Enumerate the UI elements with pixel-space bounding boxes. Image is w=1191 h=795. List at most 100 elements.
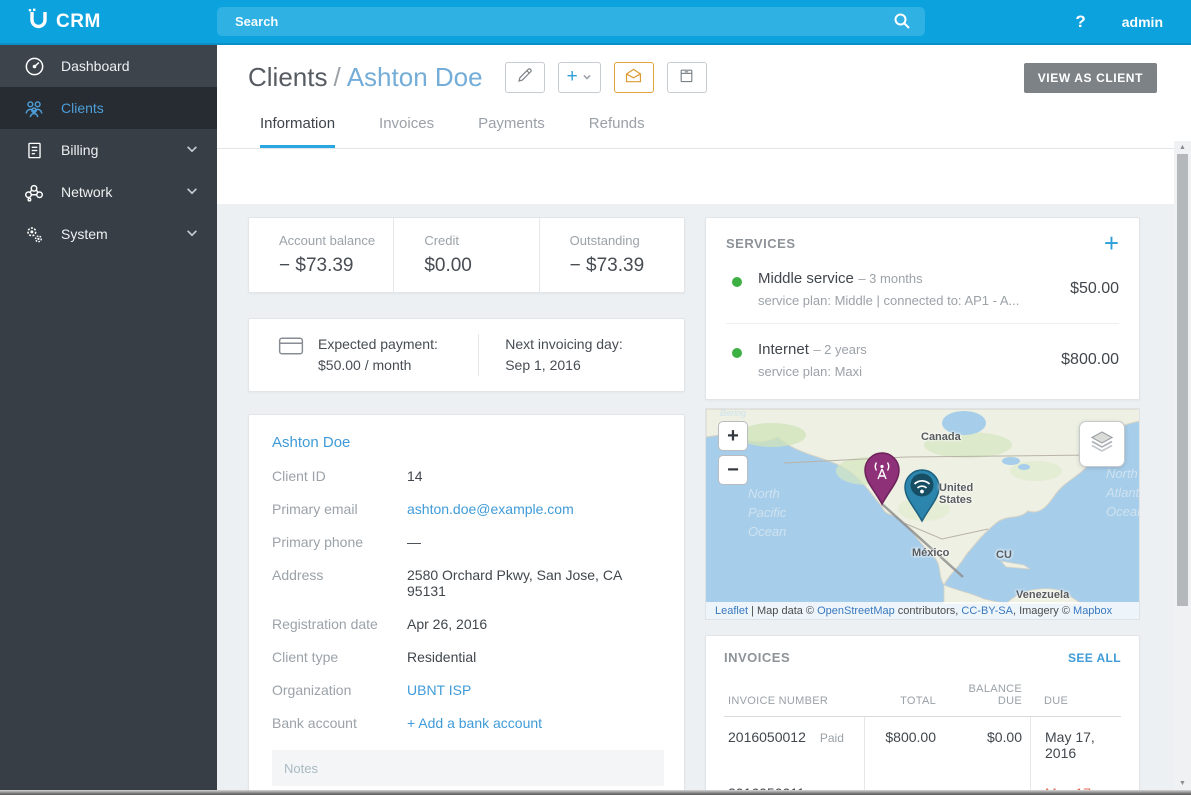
detail-value: Apr 26, 2016 xyxy=(407,616,488,632)
sidebar-item-dashboard[interactable]: Dashboard xyxy=(0,45,217,87)
invoice-total-cell: $800.00 xyxy=(864,717,944,773)
detail-row-client-id: Client ID 14 xyxy=(272,468,664,484)
search-bar xyxy=(217,7,925,36)
osm-link[interactable]: OpenStreetMap xyxy=(817,604,895,617)
sidebar-item-billing[interactable]: Billing xyxy=(0,129,217,171)
detail-label: Client ID xyxy=(272,468,326,484)
caret-down-icon xyxy=(582,69,592,87)
sidebar-item-label: Network xyxy=(61,184,113,200)
client-name-link[interactable]: Ashton Doe xyxy=(272,434,351,451)
map-attribution: Leaflet | Map data © OpenStreetMap contr… xyxy=(706,602,1139,619)
invoice-row-number: 2016050011 Unpaid xyxy=(724,773,864,790)
expected-payment-label: Expected payment: xyxy=(318,336,438,352)
client-location-map[interactable]: Bering Canada North Pacific Ocean United… xyxy=(705,408,1140,620)
map-zoom-in-button[interactable]: + xyxy=(718,421,748,451)
service-row-internet[interactable]: Internet – 2 years service plan: Maxi $8… xyxy=(726,323,1119,394)
add-new-dropdown-button[interactable]: + xyxy=(557,62,601,93)
service-name[interactable]: Internet xyxy=(758,341,809,358)
invoices-header: INVOICES SEE ALL xyxy=(724,650,1121,665)
invoices-table: INVOICE NUMBER TOTAL BALANCE DUE DUE 201… xyxy=(724,679,1121,790)
attribution-text: contributors, xyxy=(894,604,962,617)
archive-client-button[interactable] xyxy=(666,62,707,93)
mapbox-link[interactable]: Mapbox xyxy=(1073,604,1113,617)
detail-row-organization: Organization UBNT ISP xyxy=(272,682,664,698)
service-detail: service plan: Maxi xyxy=(758,364,863,379)
detail-value: Residential xyxy=(407,649,477,665)
brand-text: CRM xyxy=(56,10,101,32)
help-icon[interactable]: ? xyxy=(1075,11,1086,31)
view-as-client-button[interactable]: VIEW AS CLIENT xyxy=(1023,62,1157,93)
map-layers-button[interactable] xyxy=(1079,421,1125,467)
detail-label: Bank account xyxy=(272,715,357,731)
next-invoicing-block: Next invoicing day: Sep 1, 2016 xyxy=(478,334,684,376)
send-email-button[interactable] xyxy=(613,62,654,93)
search-input[interactable] xyxy=(217,7,925,36)
services-title: SERVICES xyxy=(726,235,796,251)
organization-link[interactable]: UBNT ISP xyxy=(407,682,472,698)
tab-invoices[interactable]: Invoices xyxy=(379,115,435,132)
page-header: Clients / Ashton Doe + xyxy=(217,45,1191,93)
user-menu[interactable]: admin xyxy=(1121,13,1163,30)
stat-value: − $73.39 xyxy=(569,255,645,276)
detail-label: Organization xyxy=(272,682,352,698)
header-actions: + xyxy=(504,62,707,93)
stat-label: Outstanding xyxy=(569,233,640,248)
app-logo[interactable]: CRM xyxy=(0,7,217,36)
envelope-icon xyxy=(624,67,643,89)
stat-label: Credit xyxy=(424,233,460,248)
credit-card-icon xyxy=(278,336,304,376)
leaflet-link[interactable]: Leaflet xyxy=(715,604,749,617)
invoice-due-cell: May 17, 2016 ! xyxy=(1030,773,1121,790)
sidebar-item-label: Clients xyxy=(61,100,104,116)
add-bank-account-link[interactable]: + Add a bank account xyxy=(407,715,543,731)
ubiquiti-u-icon xyxy=(26,7,50,36)
map-zoom-out-button[interactable]: − xyxy=(718,455,748,485)
invoice-number-link[interactable]: 2016050012 xyxy=(728,729,806,745)
balance-summary-card: Account balance − $73.39 Credit $0.00 Ou… xyxy=(248,217,685,293)
detail-label: Registration date xyxy=(272,616,378,632)
topbar-right: ? admin xyxy=(1075,12,1191,32)
see-all-invoices-link[interactable]: SEE ALL xyxy=(1067,650,1121,665)
invoice-total-cell: $21.20 xyxy=(864,773,944,790)
sidebar-item-label: System xyxy=(61,226,108,242)
attribution-text: | Map data © xyxy=(748,604,818,617)
sidebar-item-clients[interactable]: Clients xyxy=(0,87,217,129)
tab-information[interactable]: Information xyxy=(260,115,336,148)
dashboard-icon xyxy=(23,56,45,77)
content-area: Account balance − $73.39 Credit $0.00 Ou… xyxy=(217,204,1174,790)
tab-payments[interactable]: Payments xyxy=(478,115,545,132)
invoices-title: INVOICES xyxy=(724,650,791,665)
sidebar-item-label: Billing xyxy=(61,142,99,158)
billing-icon xyxy=(23,141,45,160)
tab-refunds[interactable]: Refunds xyxy=(588,115,645,132)
map-link-line xyxy=(881,503,964,578)
sidebar-item-network[interactable]: Network xyxy=(0,171,217,213)
stat-value: $0.00 xyxy=(424,255,472,276)
invoice-balance-cell: $21.20 xyxy=(944,773,1030,790)
scroll-up-arrow[interactable]: ▲ xyxy=(1179,144,1186,151)
sidebar-item-system[interactable]: System xyxy=(0,213,217,255)
chevron-down-icon xyxy=(185,226,199,243)
breadcrumb-section[interactable]: Clients xyxy=(248,62,328,92)
service-row-middle[interactable]: Middle service – 3 months service plan: … xyxy=(726,253,1119,323)
license-link[interactable]: CC-BY-SA xyxy=(961,604,1013,617)
scrollbar-thumb[interactable] xyxy=(1177,154,1188,606)
email-link[interactable]: ashton.doe@example.com xyxy=(407,501,574,517)
edit-client-button[interactable] xyxy=(504,62,545,93)
service-name[interactable]: Middle service xyxy=(758,270,854,287)
scroll-down-arrow[interactable]: ▼ xyxy=(1179,780,1186,787)
service-detail: service plan: Middle | connected to: AP1… xyxy=(758,293,1020,308)
plus-icon: + xyxy=(566,66,578,87)
breadcrumb-client-name: Ashton Doe xyxy=(346,62,483,92)
vertical-scrollbar[interactable]: ▲ ▼ xyxy=(1174,141,1191,790)
detail-row-client-type: Client type Residential xyxy=(272,649,664,665)
service-status-dot xyxy=(732,348,742,358)
invoice-due-cell: May 17, 2016 xyxy=(1030,717,1121,773)
map-zoom-control: + − xyxy=(718,421,748,485)
search-icon[interactable] xyxy=(893,12,911,35)
invoice-number-link[interactable]: 2016050011 xyxy=(728,785,858,790)
service-period: – 3 months xyxy=(858,271,923,286)
detail-row-primary-phone: Primary phone — xyxy=(272,534,664,550)
add-service-button[interactable]: + xyxy=(1103,228,1119,258)
notes-input[interactable] xyxy=(272,750,664,786)
